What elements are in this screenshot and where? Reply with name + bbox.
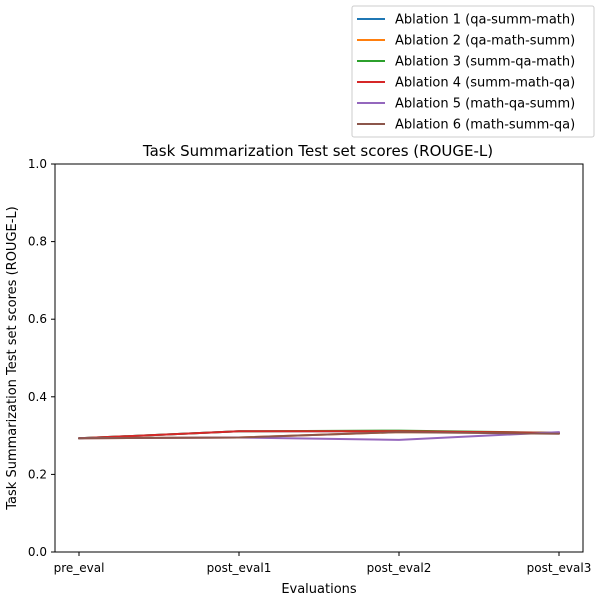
x-tick-label: post_eval3 bbox=[527, 561, 592, 575]
y-tick-label: 0.2 bbox=[28, 467, 47, 481]
y-tick-label: 0.6 bbox=[28, 312, 47, 326]
x-tick-label: pre_eval bbox=[54, 561, 105, 575]
x-axis-label: Evaluations bbox=[281, 582, 357, 597]
series-line-ablation-6 bbox=[78, 431, 560, 440]
x-axis: pre_eval post_eval1 post_eval2 post_eval3 bbox=[54, 552, 592, 575]
legend-label: Ablation 6 (math-summ-qa) bbox=[395, 118, 575, 133]
y-tick-label: 0.8 bbox=[28, 235, 47, 249]
x-tick-label: post_eval1 bbox=[207, 561, 272, 575]
y-tick-label: 1.0 bbox=[28, 157, 47, 171]
y-tick-label: 0.4 bbox=[28, 390, 47, 404]
legend-label: Ablation 3 (summ-qa-math) bbox=[395, 55, 575, 70]
legend-label: Ablation 5 (math-qa-summ) bbox=[395, 97, 575, 112]
plot-area bbox=[54, 163, 584, 553]
y-axis-label: Task Summarization Test set scores (ROUG… bbox=[5, 206, 20, 510]
legend-label: Ablation 2 (qa-math-summ) bbox=[395, 34, 575, 49]
legend-label: Ablation 4 (summ-math-qa) bbox=[395, 76, 575, 91]
x-tick-label: post_eval2 bbox=[367, 561, 432, 575]
legend: Ablation 1 (qa-summ-math) Ablation 2 (qa-… bbox=[351, 5, 595, 138]
chart-title: Task Summarization Test set scores (ROUG… bbox=[142, 142, 493, 160]
y-axis: 0.0 0.2 0.4 0.6 0.8 1.0 bbox=[28, 157, 55, 559]
legend-frame bbox=[351, 5, 595, 138]
data-lines bbox=[78, 429, 560, 441]
y-tick-label: 0.0 bbox=[28, 545, 47, 559]
legend-label: Ablation 1 (qa-summ-math) bbox=[395, 13, 575, 28]
